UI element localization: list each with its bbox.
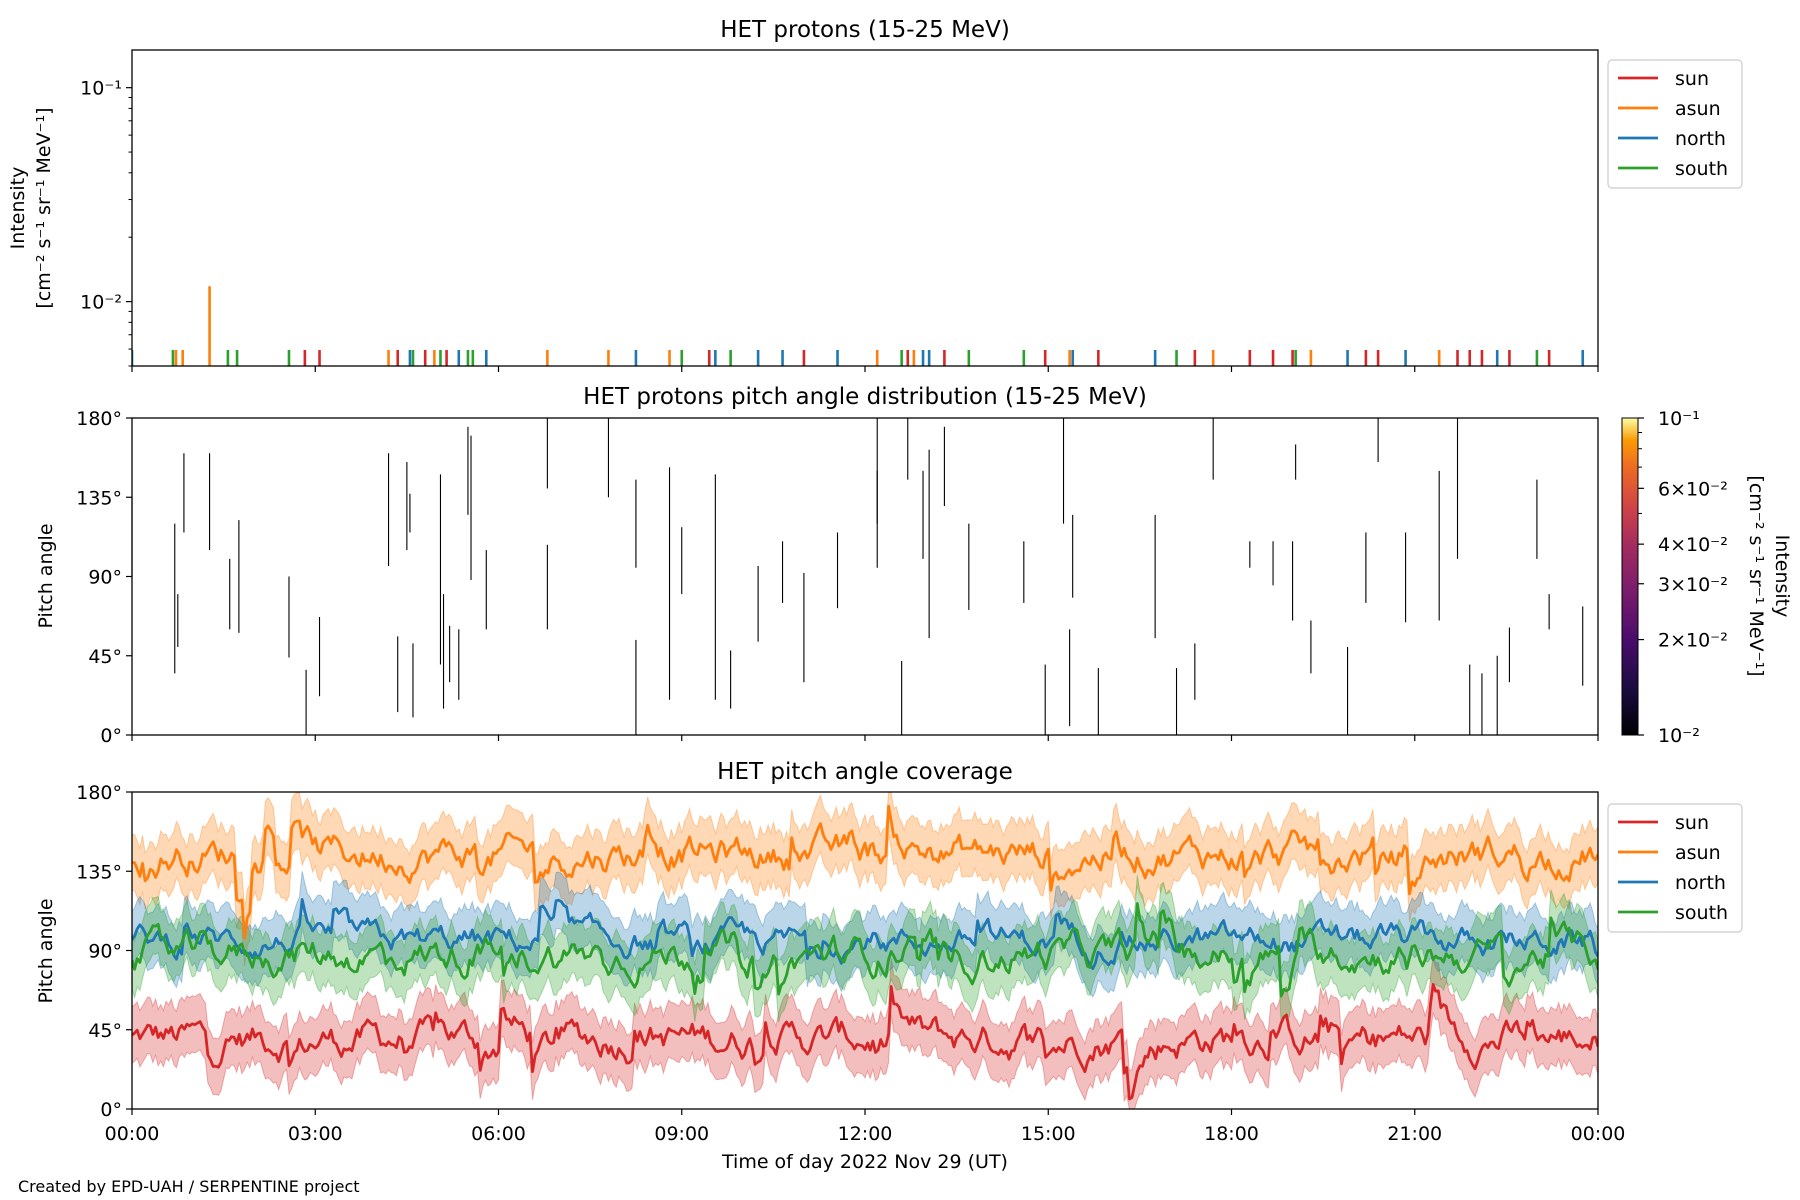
colorbar-tick-label: 4×10⁻² bbox=[1658, 534, 1728, 556]
xtick-label: 00:00 bbox=[105, 1123, 160, 1145]
panel3-ytick-label: 90° bbox=[88, 941, 122, 963]
colorbar-tick-label: 10⁻¹ bbox=[1658, 408, 1700, 430]
colorbar-tick-label: 2×10⁻² bbox=[1658, 630, 1728, 652]
panel1-legend-box bbox=[1607, 59, 1743, 189]
coverage-band-sun bbox=[132, 956, 1598, 1109]
panel3-title: HET pitch angle coverage bbox=[717, 759, 1013, 785]
panel2-marks bbox=[131, 418, 1584, 735]
panel1-axes: 10⁻¹ 10⁻² bbox=[80, 78, 1599, 372]
coverage-band-south bbox=[132, 875, 1598, 1025]
colorbar-tick-label: 3×10⁻² bbox=[1658, 574, 1728, 596]
panel3-legend-box bbox=[1607, 803, 1743, 933]
legend-label-sun: sun bbox=[1675, 812, 1709, 834]
colorbar-tick-label: 6×10⁻² bbox=[1658, 478, 1728, 500]
panel3-marks bbox=[132, 792, 1598, 1109]
panel3-ytick-label: 135° bbox=[76, 861, 122, 883]
legend-label-south: south bbox=[1675, 902, 1728, 924]
panel-pitch-distribution: HET protons pitch angle distribution (15… bbox=[35, 384, 1793, 747]
panel1-ylabel-line2: [cm⁻² s⁻¹ sr⁻¹ MeV⁻¹] bbox=[33, 107, 55, 308]
colorbar-label-line2: [cm⁻² s⁻¹ sr⁻¹ MeV⁻¹] bbox=[1745, 475, 1767, 676]
panel3-ytick-label: 180° bbox=[76, 782, 122, 804]
panel2-frame bbox=[131, 417, 1599, 736]
xtick-label: 15:00 bbox=[1021, 1123, 1076, 1145]
colorbar-gradient bbox=[1621, 417, 1639, 736]
legend-label-north: north bbox=[1675, 128, 1726, 150]
panel3-ytick-label: 45° bbox=[88, 1020, 122, 1042]
legend-label-asun: asun bbox=[1675, 842, 1721, 864]
xtick-label: 18:00 bbox=[1204, 1123, 1259, 1145]
legend-label-asun: asun bbox=[1675, 98, 1721, 120]
panel1-frame bbox=[131, 49, 1599, 367]
panel3-ylabel: Pitch angle bbox=[35, 898, 57, 1003]
panel3-frame bbox=[131, 791, 1599, 1110]
coverage-line-north bbox=[132, 898, 1598, 971]
panel2-ytick-label: 0° bbox=[100, 725, 122, 747]
coverage-line-sun bbox=[132, 983, 1598, 1101]
panel2-ytick-label: 135° bbox=[76, 487, 122, 509]
panel2-ytick-label: 180° bbox=[76, 408, 122, 430]
panel2-ylabel: Pitch angle bbox=[35, 523, 57, 628]
credit-text: Created by EPD-UAH / SERPENTINE project bbox=[18, 1177, 360, 1196]
xtick-label: 06:00 bbox=[471, 1123, 526, 1145]
legend-label-south: south bbox=[1675, 158, 1728, 180]
xtick-label: 00:00 bbox=[1571, 1123, 1626, 1145]
colorbar-label-line1: Intensity bbox=[1771, 535, 1793, 618]
coverage-line-south bbox=[132, 902, 1598, 998]
colorbar: 10⁻¹ 6×10⁻² 4×10⁻² 3×10⁻² 2×10⁻² 10⁻² Intensi… bbox=[1621, 408, 1793, 747]
panel-intensity: HET protons (15-25 MeV) 10⁻¹ 10⁻² Intensi… bbox=[7, 17, 1743, 372]
legend-label-north: north bbox=[1675, 872, 1726, 894]
xtick-label: 12:00 bbox=[838, 1123, 893, 1145]
panel1-legend: sun asun north south bbox=[1607, 59, 1743, 189]
panel3-axes: 0° 45° 90° 135° 180° 00:00 03:00 06:00 09:00 12:0… bbox=[76, 782, 1625, 1145]
panel1-title: HET protons (15-25 MeV) bbox=[720, 17, 1010, 43]
colorbar-tick-label: 10⁻² bbox=[1658, 725, 1700, 747]
panel1-marks bbox=[132, 286, 1585, 366]
xtick-label: 09:00 bbox=[654, 1123, 709, 1145]
panel1-ylabel-line1: Intensity bbox=[7, 167, 29, 250]
xtick-label: 03:00 bbox=[288, 1123, 343, 1145]
panel1-ytick-label: 10⁻¹ bbox=[80, 78, 122, 100]
coverage-band-north bbox=[132, 871, 1598, 998]
panel2-ytick-label: 45° bbox=[88, 646, 122, 668]
panel2-axes: 0° 45° 90° 135° 180° bbox=[76, 408, 1599, 747]
coverage-line-asun bbox=[132, 804, 1598, 940]
x-axis-label: Time of day 2022 Nov 29 (UT) bbox=[721, 1151, 1008, 1173]
panel2-title: HET protons pitch angle distribution (15… bbox=[583, 384, 1147, 410]
legend-label-sun: sun bbox=[1675, 68, 1709, 90]
panel3-legend: sun asun north south bbox=[1607, 803, 1743, 933]
panel-pitch-coverage: HET pitch angle coverage 0° 45° 90° 135° 180… bbox=[35, 759, 1743, 1173]
panel3-ytick-label: 0° bbox=[100, 1099, 122, 1121]
xtick-label: 21:00 bbox=[1387, 1123, 1442, 1145]
panel1-ytick-label: 10⁻² bbox=[80, 292, 122, 314]
coverage-band-asun bbox=[132, 792, 1598, 967]
panel2-ytick-label: 90° bbox=[88, 567, 122, 589]
